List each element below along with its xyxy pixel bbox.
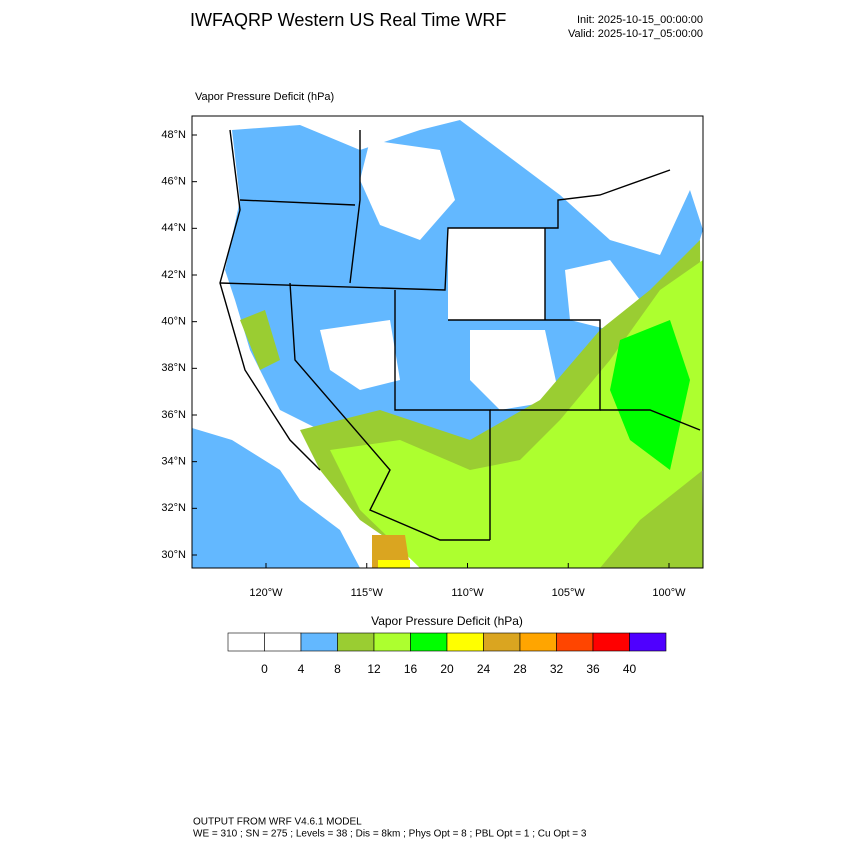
colorbar-label: 8 (334, 662, 341, 676)
colorbar-label: 28 (513, 662, 527, 676)
colorbar-label: 36 (586, 662, 600, 676)
lat-label: 32°N (161, 502, 186, 514)
colorbar-box (300, 632, 338, 652)
colorbar-box (519, 632, 557, 652)
colorbar-title: Vapor Pressure Deficit (hPa) (371, 614, 523, 628)
lat-label: 34°N (161, 456, 186, 468)
footer-line: OUTPUT FROM WRF V4.6.1 MODEL (193, 817, 362, 828)
colorbar-label: 20 (440, 662, 454, 676)
colorbar-box (556, 632, 594, 652)
colorbar-label: 4 (298, 662, 305, 676)
lat-label: 44°N (161, 222, 186, 234)
lat-label: 46°N (161, 176, 186, 188)
colorbar-label: 16 (404, 662, 418, 676)
lon-label: 105°W (552, 587, 586, 599)
lon-label: 110°W (451, 587, 484, 599)
colorbar: Vapor Pressure Deficit (hPa) (371, 614, 523, 628)
valid-time: Valid: 2025-10-17_05:00:00 (568, 28, 703, 40)
lon-label: 115°W (351, 587, 384, 599)
footer-line: WE = 310 ; SN = 275 ; Levels = 38 ; Dis … (193, 829, 587, 840)
colorbar-box (446, 632, 484, 652)
colorbar-label: 32 (550, 662, 564, 676)
colorbar-box (373, 632, 411, 652)
colorbar-box (264, 632, 302, 652)
lat-label: 42°N (161, 269, 186, 281)
lat-label: 40°N (161, 316, 186, 328)
lat-label: 30°N (161, 549, 186, 561)
colorbar-label: 40 (623, 662, 637, 676)
lon-label: 120°W (249, 587, 283, 599)
init-time: Init: 2025-10-15_00:00:00 (577, 14, 703, 26)
colorbar-label: 12 (367, 662, 381, 676)
lat-label: 38°N (161, 362, 186, 374)
colorbar-box (629, 632, 667, 652)
lat-label: 48°N (161, 129, 186, 141)
colorbar-box (592, 632, 630, 652)
lon-label: 100°W (652, 587, 686, 599)
colorbar-box (410, 632, 448, 652)
title: IWFAQRP Western US Real Time WRF (190, 10, 506, 30)
lat-label: 36°N (161, 409, 186, 421)
colorbar-box (227, 632, 265, 652)
field-label: Vapor Pressure Deficit (hPa) (195, 91, 334, 103)
colorbar-label: 0 (261, 662, 268, 676)
colorbar-box (337, 632, 375, 652)
colorbar-label: 24 (477, 662, 491, 676)
map (191, 115, 704, 569)
colorbar-box (483, 632, 521, 652)
